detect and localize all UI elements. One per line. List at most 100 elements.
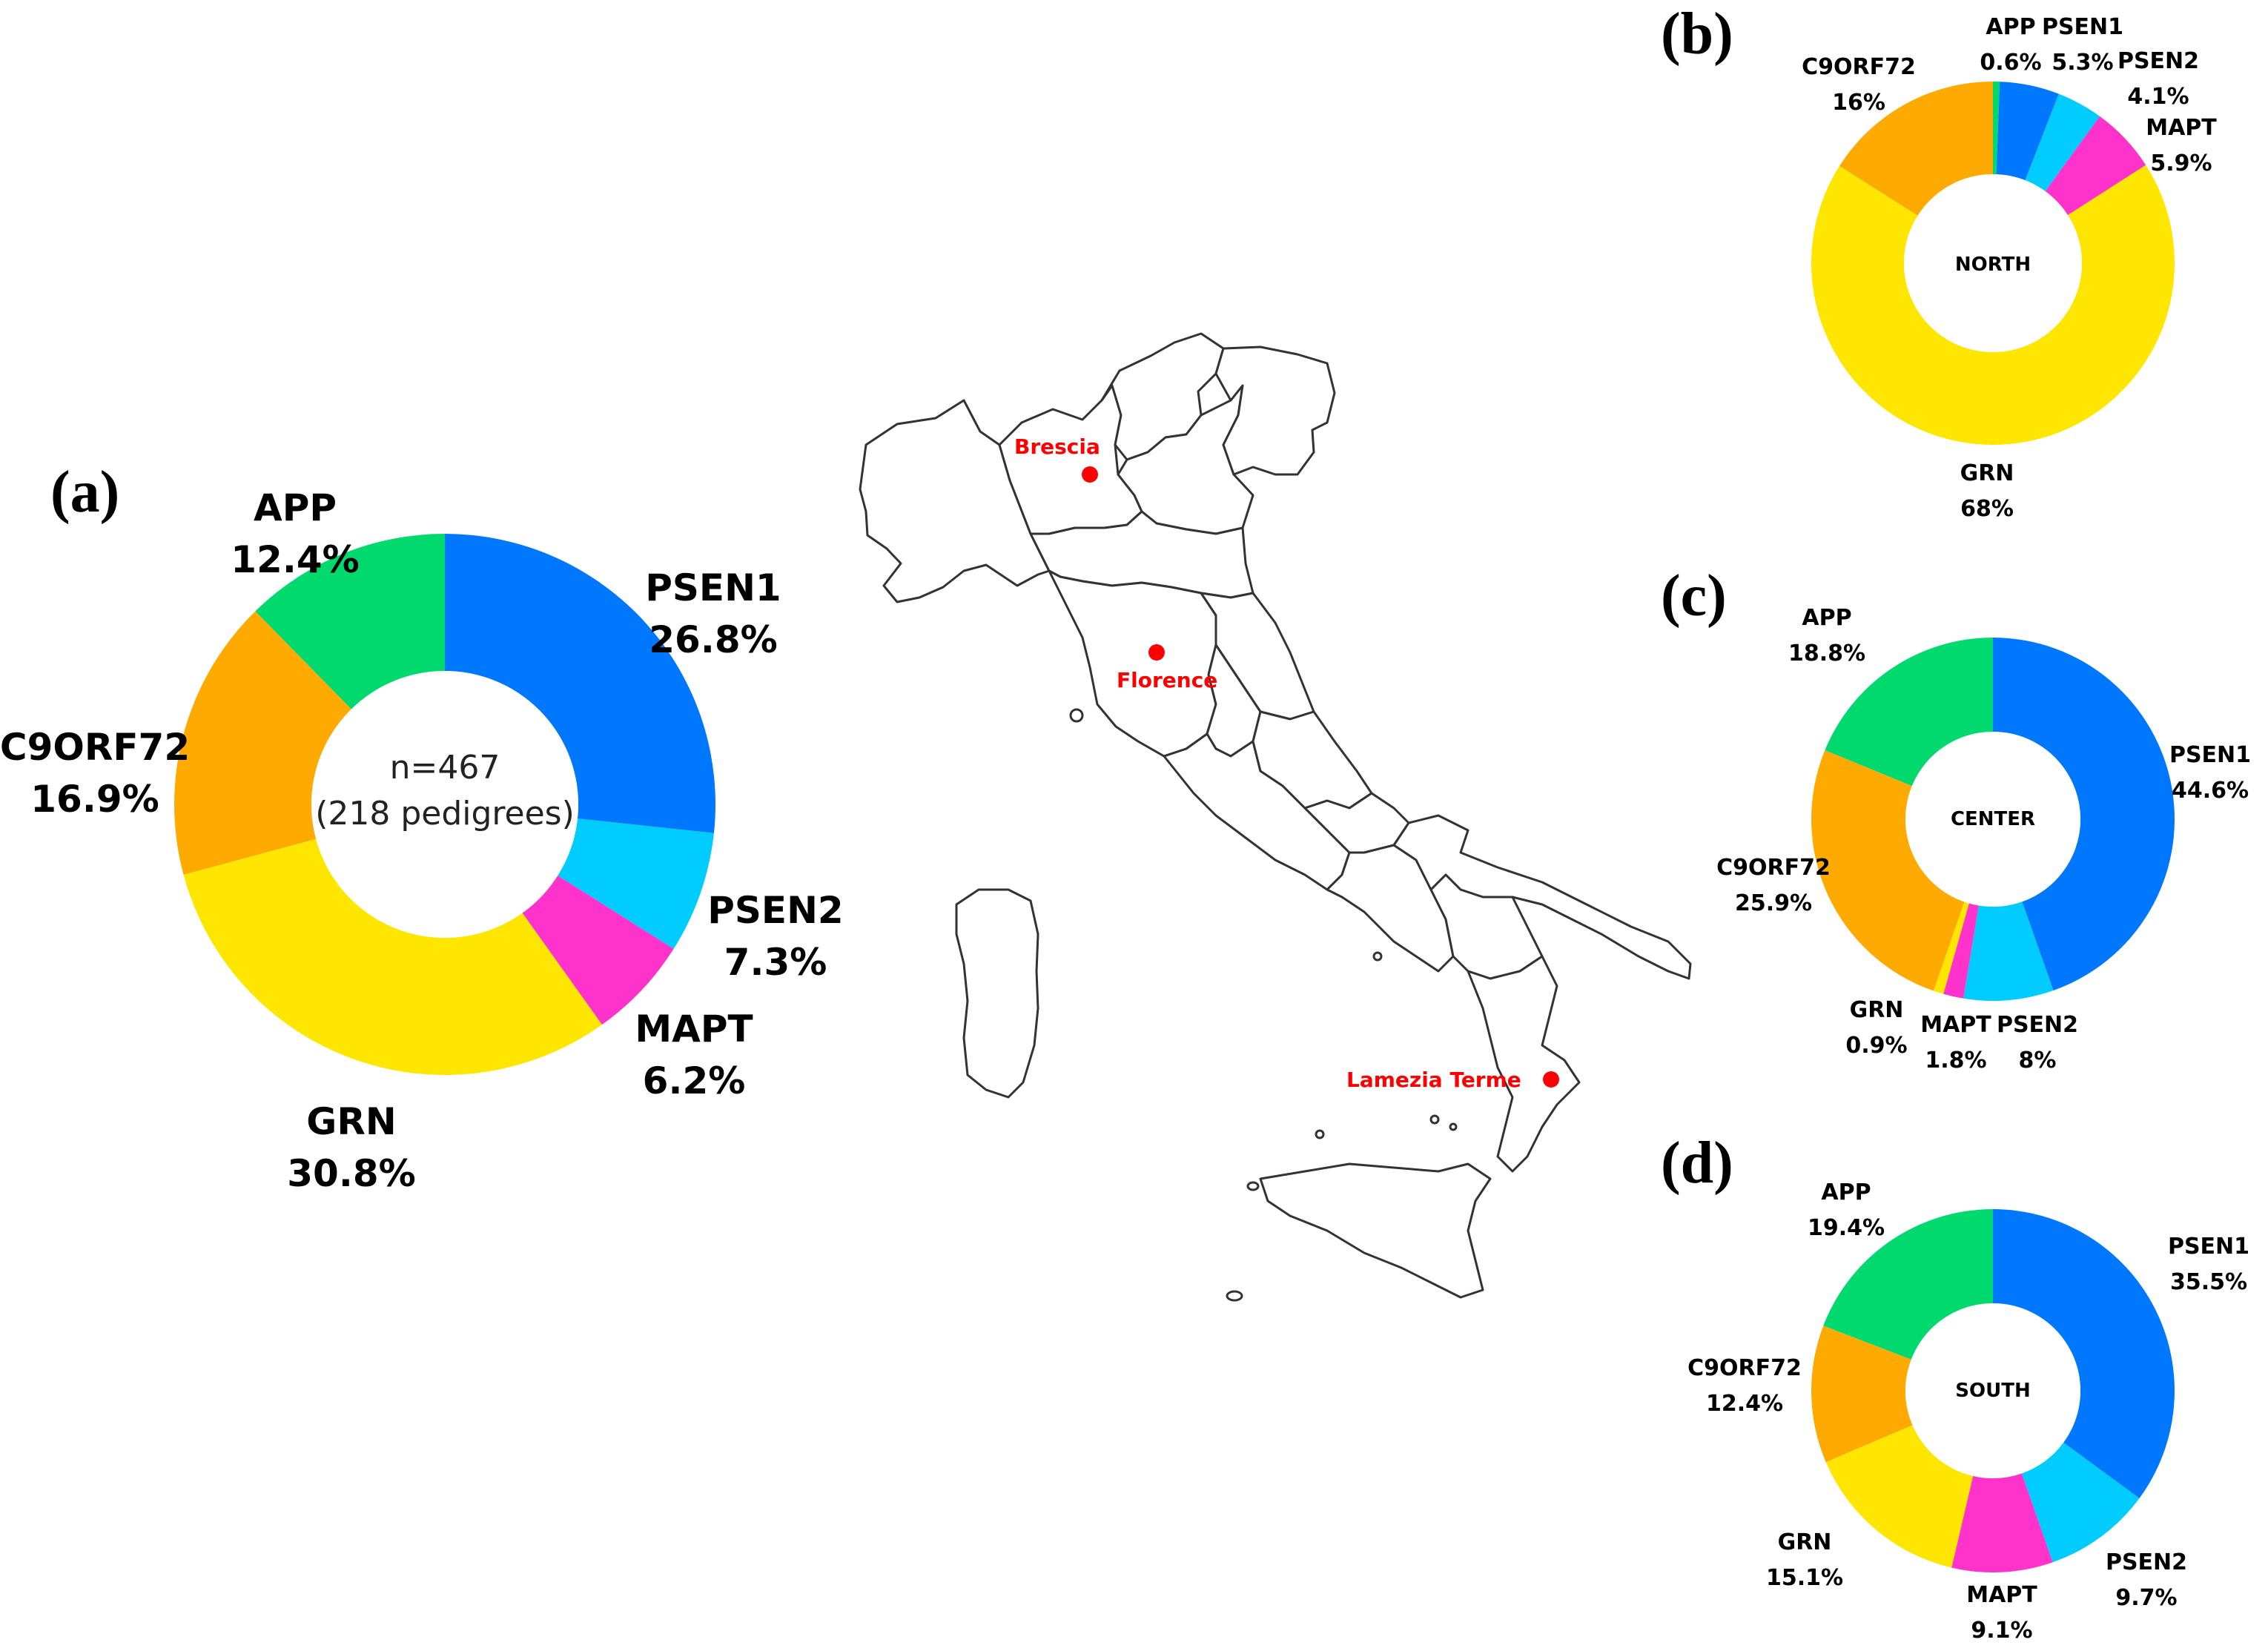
slice-c-psen1 [1993,637,2175,991]
region-sardinia [955,888,1039,1099]
label-d-psen2-value: 9.7% [2115,1585,2177,1611]
slice-d-psen1 [1993,1209,2175,1498]
donut-chart-south [1811,1208,2175,1572]
label-d-grn-name: GRN [1778,1529,1832,1555]
label-b-mapt-name: MAPT [2146,115,2217,141]
slice-b-psen1 [1996,82,2059,181]
label-a-psen1-value: 26.8% [649,618,777,661]
label-d-c9orf72-value: 12.4% [1706,1391,1783,1417]
donut-a-hole [311,671,578,938]
slice-c-grn [1933,901,1969,994]
donut-chart-center [1811,637,2175,1001]
slice-d-mapt [1951,1473,2053,1572]
label-b-app-name: APP [1986,14,2035,40]
donut-d-center-label: SOUTH [1955,1380,2030,1402]
label-a-psen2-name: PSEN2 [707,889,843,932]
label-a-psen2-value: 7.3% [724,941,827,984]
italy-map [859,332,1692,1302]
city-label-brescia: Brescia [1014,434,1100,459]
label-b-psen1-name: PSEN1 [2042,14,2123,40]
label-d-c9orf72-name: C9ORF72 [1687,1355,1802,1381]
label-d-psen2-name: PSEN2 [2106,1549,2187,1575]
island-pantelleria [1226,1290,1243,1302]
label-d-app-name: APP [1821,1179,1871,1205]
label-a-grn-name: GRN [306,1100,396,1143]
slice-a-psen2 [558,818,714,949]
label-c-app-name: APP [1802,605,1851,631]
label-b-grn-value: 68% [1960,496,2014,522]
label-d-app-value: 19.4% [1808,1215,1885,1241]
city-dot-brescia [1082,466,1098,483]
label-a-c9orf72-name: C9ORF72 [0,726,190,769]
city-label-lamezia-terme: Lamezia Terme [1346,1068,1521,1092]
city-markers: Brescia Florence Lamezia Terme [1014,434,1559,1092]
label-a-grn-value: 30.8% [287,1152,415,1195]
label-b-psen2-name: PSEN2 [2117,48,2199,74]
label-a-mapt-value: 6.2% [643,1059,746,1102]
slice-a-psen1 [445,533,716,833]
label-c-grn-name: GRN [1850,997,1904,1023]
slice-a-grn [183,838,602,1076]
label-c-mapt-name: MAPT [1920,1012,1991,1038]
label-c-psen1-name: PSEN1 [2169,742,2251,768]
label-c-psen1-value: 44.6% [2172,778,2249,804]
label-b-c9orf72-name: C9ORF72 [1802,54,1916,80]
island-egadi [1246,1181,1260,1191]
donut-c-center-label: CENTER [1951,808,2035,830]
slice-c-c9orf72 [1811,750,1965,991]
slice-c-mapt [1943,903,1979,999]
city-dot-florence [1148,644,1165,661]
donut-b-hole [1904,174,2082,352]
region-calabria [1467,955,1581,1173]
label-d-mapt-name: MAPT [1966,1582,2037,1608]
slice-d-psen2 [2021,1442,2140,1563]
label-d-mapt-value: 9.1% [1971,1618,2032,1644]
city-label-florence: Florence [1117,668,1217,692]
panel-letter-d: (d) [1661,1131,1733,1196]
label-d-psen1-name: PSEN1 [2168,1234,2249,1260]
label-c-psen2-value: 8% [2019,1048,2057,1073]
slice-a-mapt [522,876,674,1025]
region-friuli [1214,345,1336,476]
slice-b-psen2 [2025,93,2100,191]
label-b-grn-name: GRN [1960,460,2014,486]
slice-b-c9orf72 [1839,82,1993,216]
label-a-app-value: 12.4% [231,538,359,581]
slice-b-grn [1811,165,2175,445]
slice-d-c9orf72 [1811,1326,1913,1463]
label-c-mapt-value: 1.8% [1925,1048,1986,1073]
label-a-c9orf72-value: 16.9% [30,778,159,821]
city-dot-lamezia-terme [1543,1071,1559,1088]
label-b-mapt-value: 5.9% [2150,150,2212,176]
island-capri [1372,951,1383,962]
region-northwest [859,399,1051,603]
label-c-app-value: 18.8% [1788,641,1865,666]
label-b-c9orf72-value: 16% [1832,90,1885,116]
island-elba [1069,708,1084,723]
slice-d-grn [1825,1425,1974,1568]
donut-chart-north [1811,82,2175,445]
label-d-psen1-value: 35.5% [2170,1269,2247,1295]
panel-letter-b: (b) [1661,1,1733,67]
slice-b-mapt [2045,116,2146,216]
label-c-c9orf72-value: 25.9% [1735,890,1812,916]
slice-c-app [1825,638,1993,787]
island-aeolian-2 [1449,1122,1458,1131]
label-a-psen1-name: PSEN1 [645,566,781,609]
label-b-psen2-value: 4.1% [2127,84,2189,110]
donut-a-center-count: n=467 [390,749,500,787]
label-b-psen1-value: 5.3% [2052,50,2113,76]
donut-b-center-label: NORTH [1955,254,2031,276]
label-b-app-value: 0.6% [1980,50,2041,76]
donut-chart-overall [173,533,716,1076]
slice-a-c9orf72 [173,611,351,875]
slice-b-app [1993,82,2000,175]
slice-a-app [255,534,445,709]
island-aeolian-1 [1429,1114,1440,1125]
label-c-psen2-name: PSEN2 [1997,1012,2078,1038]
label-c-grn-value: 0.9% [1845,1033,1907,1059]
donut-a-center-pedigrees: (218 pedigrees) [315,795,575,833]
slice-c-psen2 [1963,901,2054,1001]
region-sicily [1259,1162,1492,1299]
region-tuscany [1048,569,1217,758]
